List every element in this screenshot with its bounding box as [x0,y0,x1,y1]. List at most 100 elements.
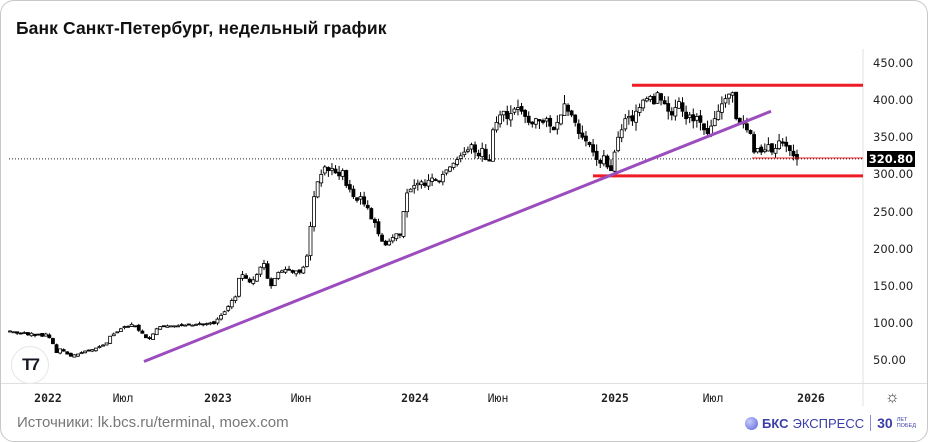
candle-body [111,333,116,337]
candle-body [448,166,452,172]
candle-body [508,113,513,121]
candle-body [97,346,102,349]
candle-body [494,122,499,131]
settings-icon[interactable]: ☼ [885,389,900,406]
candle-body [340,170,345,177]
candle-body [186,323,191,326]
candle-body [612,151,617,172]
candle-body [372,218,377,224]
candle-body [662,100,667,105]
candle-body [25,332,30,336]
candle-body [383,240,388,246]
candle-body [43,333,48,337]
brand-name: БКС [762,415,789,431]
x-tick-label: Июн [487,391,509,405]
candle-body [777,140,782,149]
candle-body [93,347,98,352]
candle-body [766,144,771,152]
candle-body [480,147,485,158]
candle-body [787,145,792,152]
candle-body [154,328,159,336]
candle-body [258,266,263,275]
candle-body [555,122,560,130]
candle-body [247,278,252,283]
candle-body [190,324,195,327]
brand-name-2: ЭКСПРЕСС [792,415,865,431]
candle-body [365,204,370,209]
candle-body [362,196,367,205]
x-tick-label: 2023 [204,391,232,405]
candle-body [780,141,785,144]
candle-body [419,181,424,186]
candle-body [262,263,266,269]
candle-body [290,270,295,273]
candle-body [337,171,342,177]
candle-body [544,118,549,122]
candle-body [591,144,595,153]
candle-body [147,337,152,340]
candle-body [405,192,409,213]
candle-body [652,96,656,105]
candle-body [719,103,724,113]
candle-body [347,184,352,190]
candle-body [512,108,517,113]
candle-body [212,321,216,325]
anniversary-text-1: ЛЕТ [896,417,908,423]
candle-body [294,270,299,275]
candle-body [433,179,438,181]
candle-body [784,141,789,147]
candle-body [176,325,181,328]
candle-body [22,332,27,334]
candle-body [297,269,302,273]
candle-body [451,162,456,168]
candle-body [86,349,91,352]
candle-body [47,334,52,339]
candle-body [269,278,274,287]
candle-body [623,118,628,130]
x-tick-label: 2024 [401,391,429,405]
candle-body [573,114,578,123]
candle-body [65,351,70,355]
candle-body [233,296,238,301]
candle-body [33,333,37,336]
candle-body [533,118,538,125]
candle-body [161,325,166,328]
candle-body [548,117,553,127]
candle-body [559,114,563,125]
candle-body [526,115,531,123]
y-tick-label: 50.00 [873,353,906,367]
candle-body [444,169,449,174]
candle-body [616,136,621,152]
chart-title: Банк Санкт-Петербург, недельный график [16,18,387,38]
candle-body [201,323,206,326]
candle-body [104,342,109,346]
candle-body [465,149,470,152]
tradingview-logo-icon[interactable]: T7 [11,346,49,384]
candle-body [226,306,231,311]
candle-body [698,115,703,123]
anniversary-text-2: ПОБЕД [896,423,916,429]
candle-body [301,266,306,274]
candle-body [669,111,674,116]
source-text: Источники: lk.bcs.ru/terminal, moex.com [17,414,289,431]
candle-body [626,116,631,119]
candle-body [762,149,767,153]
candle-body [702,123,706,131]
candle-body [54,344,59,353]
candle-body [687,114,692,118]
candle-body [462,151,467,156]
candle-body [562,103,567,116]
y-tick-label: 250.00 [873,204,914,219]
candle-body [426,179,431,187]
brand-logo: БКС ЭКСПРЕСС 30 ЛЕТ ПОБЕД [745,415,916,431]
candle-body [380,234,384,242]
candle-body [83,350,88,354]
candle-body [254,274,259,282]
candle-body [308,225,313,257]
candle-body [305,255,309,267]
candle-body [491,129,495,162]
candle-body [773,147,778,154]
brand-sphere-icon [745,416,758,430]
